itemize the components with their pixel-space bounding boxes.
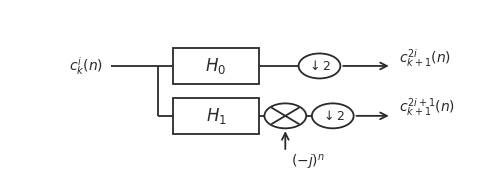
Bar bbox=[173, 48, 259, 84]
Bar bbox=[173, 98, 259, 134]
Text: $H_1$: $H_1$ bbox=[206, 106, 226, 126]
Text: $c_k^i(n)$: $c_k^i(n)$ bbox=[69, 55, 103, 77]
Text: $c_{k+1}^{2i+1}(n)$: $c_{k+1}^{2i+1}(n)$ bbox=[399, 97, 455, 118]
Ellipse shape bbox=[312, 103, 354, 128]
Text: $(-j)^n$: $(-j)^n$ bbox=[291, 153, 325, 172]
Text: $c_{k+1}^{2i}(n)$: $c_{k+1}^{2i}(n)$ bbox=[399, 47, 451, 69]
Text: $\downarrow$2: $\downarrow$2 bbox=[321, 109, 345, 123]
Text: $\downarrow$2: $\downarrow$2 bbox=[308, 59, 331, 73]
Text: $H_0$: $H_0$ bbox=[205, 56, 226, 76]
Ellipse shape bbox=[298, 53, 341, 78]
Ellipse shape bbox=[265, 103, 306, 128]
